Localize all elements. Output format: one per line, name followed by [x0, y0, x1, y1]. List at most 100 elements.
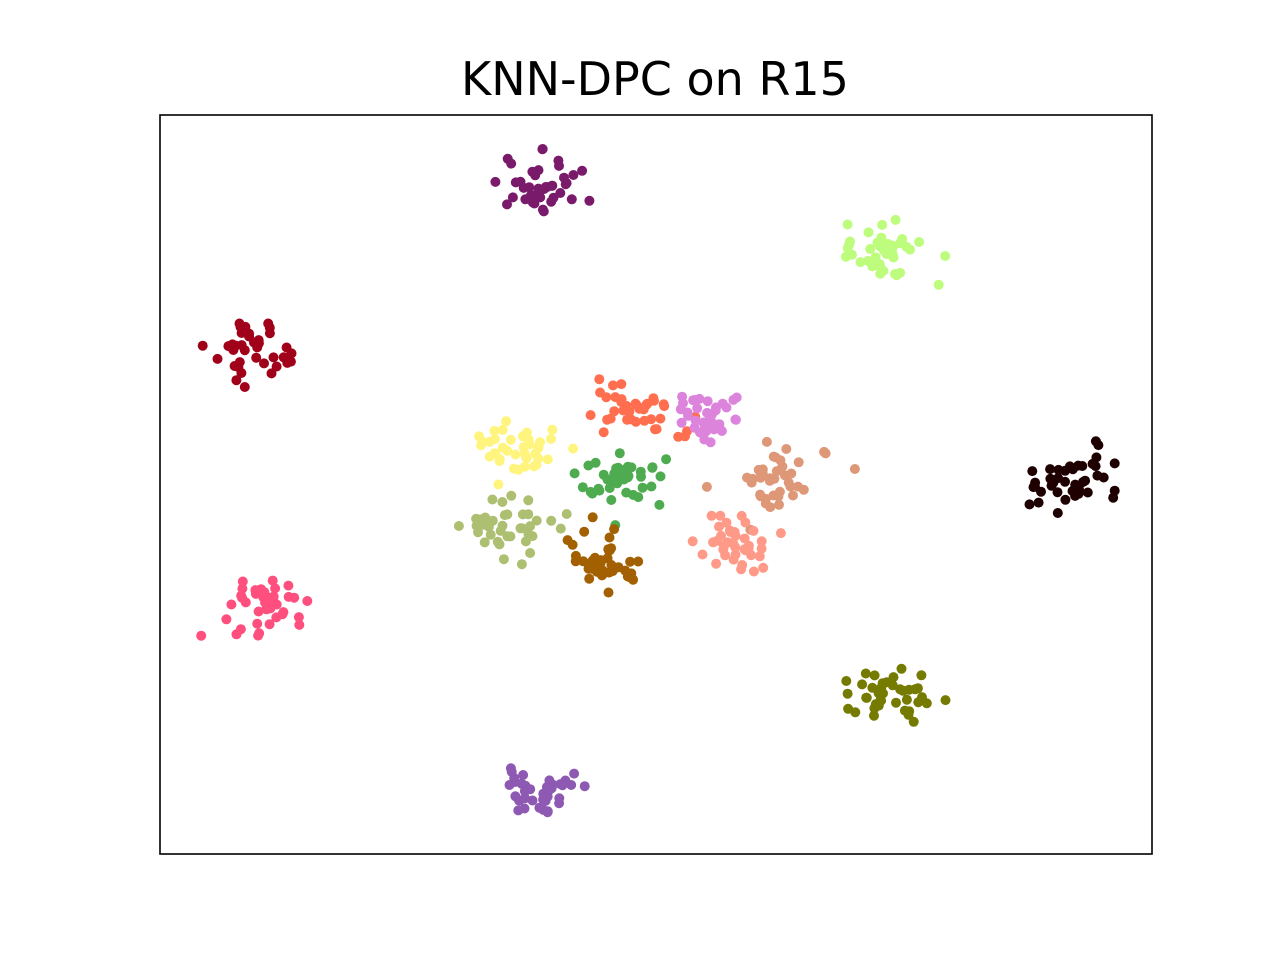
scatter-point-cluster-2: [940, 251, 951, 261]
scatter-point-cluster-7: [633, 492, 644, 503]
scatter-point-cluster-8: [779, 470, 790, 481]
scatter-point-cluster-4: [641, 399, 652, 410]
scatter-point-cluster-10: [517, 509, 528, 520]
scatter-point-cluster-3: [197, 340, 208, 351]
scatter-point-cluster-13: [293, 612, 304, 623]
scatter-point-cluster-11: [584, 573, 595, 584]
scatter-point-cluster-7: [654, 499, 665, 510]
scatter-point-cluster-6: [524, 439, 535, 450]
scatter-point-cluster-9: [1028, 482, 1039, 493]
scatter-point-cluster-13: [270, 583, 281, 594]
scatter-point-cluster-10: [453, 521, 464, 531]
scatter-point-cluster-6: [493, 479, 504, 490]
scatter-point-cluster-11: [609, 524, 620, 535]
scatter-point-cluster-6: [528, 461, 539, 472]
scatter-point-cluster-5: [692, 403, 703, 414]
scatter-point-cluster-8: [747, 473, 758, 484]
scatter-point-cluster-14: [895, 684, 906, 695]
plot-frame: [159, 114, 1153, 855]
scatter-point-cluster-6: [542, 454, 553, 465]
scatter-point-cluster-3: [212, 353, 223, 364]
scatter-point-cluster-1: [559, 172, 569, 183]
scatter-point-cluster-4: [630, 416, 641, 427]
scatter-point-cluster-12: [730, 542, 741, 553]
scatter-point-cluster-12: [754, 551, 765, 562]
scatter-point-cluster-2: [846, 249, 857, 260]
scatter-point-cluster-3: [266, 368, 277, 379]
scatter-point-cluster-15: [579, 781, 590, 792]
scatter-point-cluster-2: [890, 214, 901, 225]
scatter-point-cluster-5: [694, 393, 705, 404]
scatter-point-cluster-10: [479, 537, 490, 548]
scatter-point-cluster-10: [506, 490, 517, 501]
scatter-point-cluster-7: [611, 463, 622, 474]
scatter-point-cluster-12: [739, 544, 750, 555]
scatter-point-cluster-7: [661, 454, 672, 465]
scatter-point-cluster-7: [655, 471, 666, 482]
scatter-point-cluster-2: [876, 232, 887, 243]
scatter-point-cluster-3: [278, 352, 289, 363]
scatter-point-cluster-9: [1080, 475, 1091, 486]
scatter-point-cluster-10: [494, 539, 505, 550]
scatter-point-cluster-14: [904, 684, 914, 695]
scatter-point-cluster-4: [618, 405, 629, 416]
scatter-point-cluster-13: [261, 604, 272, 615]
scatter-point-cluster-3: [251, 352, 262, 363]
scatter-point-cluster-3: [236, 340, 247, 351]
scatter-point-cluster-10: [516, 523, 527, 534]
scatter-point-cluster-9: [1109, 458, 1120, 469]
scatter-point-cluster-7: [621, 487, 632, 498]
scatter-point-cluster-4: [622, 414, 633, 425]
scatter-point-cluster-9: [1109, 485, 1120, 496]
scatter-point-cluster-9: [1070, 490, 1081, 501]
scatter-point-cluster-2: [881, 248, 892, 259]
scatter-point-cluster-9: [1070, 479, 1081, 490]
scatter-point-cluster-10: [483, 521, 494, 532]
scatter-point-cluster-4: [658, 399, 669, 410]
scatter-point-cluster-10: [516, 559, 527, 570]
scatter-point-cluster-12: [775, 528, 786, 539]
scatter-point-cluster-2: [877, 219, 888, 230]
scatter-point-cluster-7: [569, 468, 580, 479]
scatter-point-cluster-1: [527, 197, 538, 208]
scatter-point-cluster-7: [623, 471, 634, 481]
scatter-point-cluster-6: [513, 464, 524, 475]
scatter-point-cluster-9: [1045, 464, 1056, 475]
scatter-point-cluster-2: [842, 219, 853, 230]
scatter-point-cluster-1: [502, 199, 512, 210]
scatter-point-cluster-8: [761, 436, 772, 447]
scatter-point-cluster-12: [708, 537, 719, 548]
scatter-point-cluster-10: [555, 523, 566, 534]
scatter-point-cluster-10: [471, 520, 482, 531]
scatter-point-cluster-7: [646, 481, 657, 492]
scatter-point-cluster-14: [869, 670, 880, 681]
scatter-point-cluster-11: [625, 556, 636, 567]
scatter-point-cluster-2: [855, 257, 866, 268]
scatter-point-cluster-10: [546, 515, 557, 526]
scatter-point-cluster-1: [568, 170, 579, 180]
scatter-point-cluster-4: [648, 393, 659, 404]
scatter-point-cluster-5: [676, 417, 687, 428]
scatter-point-cluster-12: [748, 566, 759, 577]
scatter-point-cluster-1: [502, 153, 513, 164]
scatter-point-cluster-12: [687, 536, 698, 547]
scatter-point-cluster-4: [608, 380, 618, 391]
scatter-point-cluster-14: [841, 676, 852, 686]
scatter-point-cluster-14: [869, 710, 879, 721]
scatter-point-cluster-15: [518, 770, 529, 780]
scatter-point-cluster-13: [294, 619, 305, 630]
scatter-point-cluster-6: [568, 443, 579, 454]
scatter-point-cluster-3: [231, 375, 242, 386]
scatter-point-cluster-11: [587, 512, 598, 523]
scatter-point-cluster-1: [518, 182, 529, 193]
scatter-point-cluster-8: [793, 457, 804, 468]
scatter-point-cluster-15: [554, 798, 565, 809]
scatter-point-cluster-14: [912, 683, 923, 694]
scatter-point-cluster-9: [1052, 508, 1063, 518]
scatter-point-cluster-4: [601, 392, 612, 403]
scatter-point-cluster-10: [523, 529, 534, 540]
scatter-point-cluster-13: [253, 606, 264, 617]
scatter-point-cluster-12: [725, 527, 736, 537]
scatter-point-cluster-2: [863, 255, 874, 266]
scatter-point-cluster-5: [689, 422, 700, 433]
